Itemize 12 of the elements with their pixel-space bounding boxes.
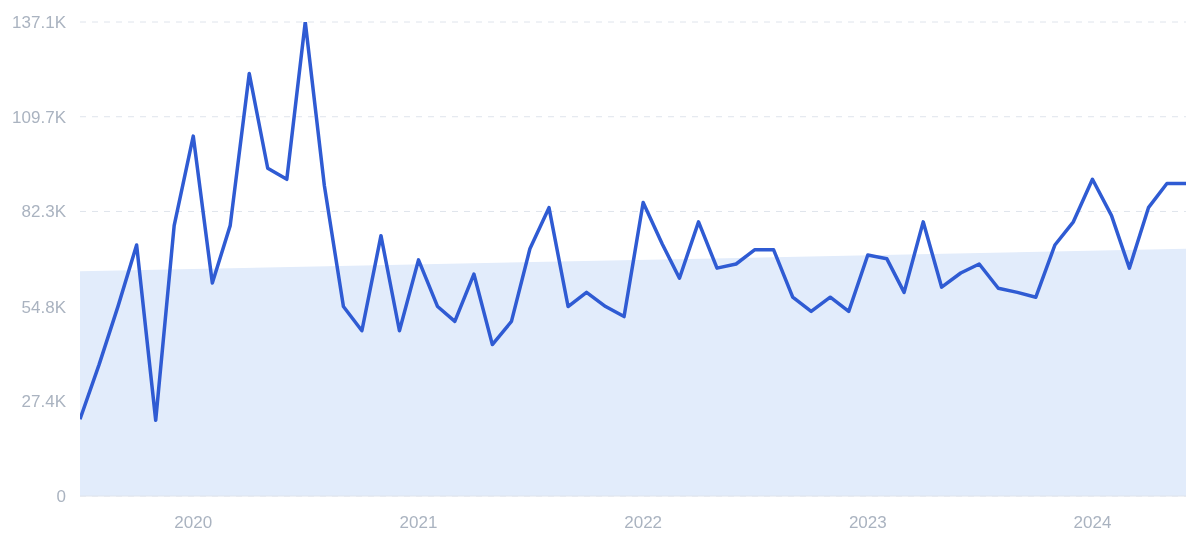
y-tick-label: 54.8K — [21, 297, 67, 317]
y-tick-label: 27.4K — [21, 392, 67, 412]
y-tick-label: 82.3K — [21, 202, 67, 222]
x-tick-label: 2022 — [624, 513, 663, 533]
y-tick-label: 109.7K — [12, 107, 67, 127]
y-tick-label: 0 — [56, 487, 66, 507]
x-tick-label: 2024 — [1073, 513, 1112, 533]
x-tick-label: 2023 — [848, 513, 887, 533]
line-series — [80, 22, 1186, 423]
x-tick-label: 2020 — [174, 513, 213, 533]
y-tick-label: 137.1K — [12, 13, 67, 33]
x-tick-label: 2021 — [399, 513, 438, 533]
